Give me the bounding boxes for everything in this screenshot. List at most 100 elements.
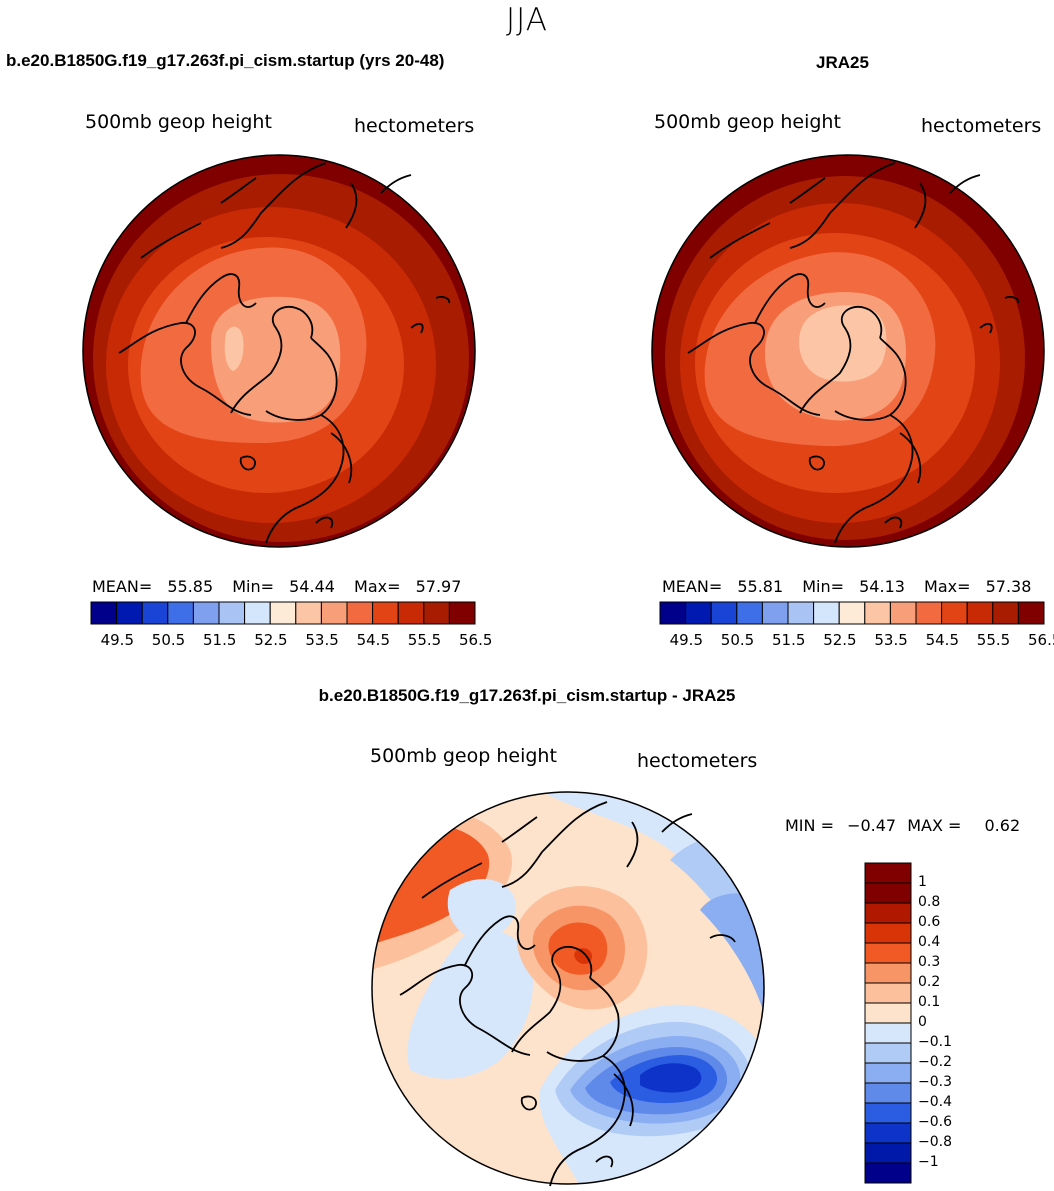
colorbar-swatch bbox=[864, 1042, 912, 1064]
colorbar-swatch bbox=[1017, 601, 1045, 625]
colorbar-swatch bbox=[941, 601, 968, 625]
panel1-max-label: Max= bbox=[354, 577, 401, 596]
colorbar-swatch bbox=[889, 601, 917, 625]
colorbar-tick-label: 51.5 bbox=[772, 631, 806, 649]
season-title: JJA bbox=[506, 2, 548, 38]
colorbar-tick-label: 0.3 bbox=[918, 954, 941, 970]
colorbar-swatch bbox=[397, 601, 425, 625]
colorbar-swatch bbox=[864, 1122, 912, 1144]
panel1-colorbar bbox=[90, 601, 476, 625]
colorbar-tick-label: 0 bbox=[918, 1014, 927, 1030]
colorbar-tick-label: 55.5 bbox=[976, 631, 1011, 649]
colorbar-swatch bbox=[192, 601, 220, 625]
colorbar-tick-label: 54.5 bbox=[925, 631, 959, 649]
colorbar-tick-label: 53.5 bbox=[305, 631, 339, 649]
colorbar-tick-label: −0.4 bbox=[918, 1094, 952, 1110]
panel1-min-value: 54.44 bbox=[289, 577, 335, 596]
colorbar-tick-label: −0.3 bbox=[918, 1074, 952, 1090]
panel1-title: b.e20.B1850G.f19_g17.263f.pi_cism.startu… bbox=[6, 51, 445, 70]
colorbar-tick-label: 1 bbox=[918, 874, 927, 890]
colorbar-swatch bbox=[787, 601, 815, 625]
colorbar-swatch bbox=[218, 601, 246, 625]
colorbar-swatch bbox=[864, 982, 912, 1004]
colorbar-tick-label: 51.5 bbox=[203, 631, 237, 649]
colorbar-swatch bbox=[864, 902, 912, 924]
map3-band bbox=[700, 893, 764, 1020]
colorbar-tick-label: −0.2 bbox=[918, 1054, 952, 1070]
map2-frame bbox=[651, 154, 1045, 548]
panel2-variable: 500mb geop height bbox=[654, 111, 841, 133]
colorbar-swatch bbox=[864, 1142, 912, 1164]
colorbar-swatch bbox=[864, 1162, 912, 1184]
map1-band bbox=[224, 326, 244, 371]
colorbar-swatch bbox=[864, 942, 912, 964]
panel3-variable: 500mb geop height bbox=[370, 745, 557, 767]
colorbar-swatch bbox=[116, 601, 143, 625]
colorbar-swatch bbox=[915, 601, 943, 625]
map3-band bbox=[574, 948, 593, 965]
colorbar-swatch bbox=[141, 601, 169, 625]
colorbar-swatch bbox=[685, 601, 712, 625]
colorbar-tick-label: 52.5 bbox=[823, 631, 857, 649]
map2-coastlines bbox=[687, 162, 1020, 544]
colorbar-swatch bbox=[90, 601, 118, 625]
colorbar-swatch bbox=[659, 601, 687, 625]
panel1-mean-label: MEAN= bbox=[92, 577, 153, 596]
panel3-title: b.e20.B1850G.f19_g17.263f.pi_cism.startu… bbox=[318, 686, 736, 705]
colorbar-swatch bbox=[864, 601, 891, 625]
colorbar-swatch bbox=[320, 601, 348, 625]
panel1-mean-value: 55.85 bbox=[167, 577, 214, 596]
colorbar-swatch bbox=[864, 1002, 912, 1024]
panel2-colorbar-ticks: 49.5 50.5 51.5 52.5 53.5 54.5 55.5 56.5 bbox=[660, 631, 1054, 651]
colorbar-tick-label: 49.5 bbox=[100, 631, 134, 649]
colorbar-swatch bbox=[864, 882, 912, 904]
colorbar-tick-label: 50.5 bbox=[151, 631, 186, 649]
panel2-stats: MEAN= 55.81 Min= 54.13 Max= 57.38 bbox=[662, 577, 1031, 596]
panel1-max-value: 57.97 bbox=[415, 577, 462, 596]
panel2-mean-label: MEAN= bbox=[662, 577, 723, 596]
panel3-units: hectometers bbox=[637, 750, 758, 772]
colorbar-tick-label: 53.5 bbox=[874, 631, 908, 649]
colorbar-tick-label: 50.5 bbox=[720, 631, 755, 649]
colorbar-tick-label: −0.1 bbox=[918, 1034, 952, 1050]
colorbar-swatch bbox=[864, 1082, 912, 1104]
colorbar-tick-label: 56.5 bbox=[1028, 631, 1054, 649]
panel3-min-label: MIN = bbox=[785, 816, 834, 835]
colorbar-swatch bbox=[736, 601, 763, 625]
panel1-min-label: Min= bbox=[232, 577, 275, 596]
map3-band bbox=[640, 1063, 702, 1093]
colorbar-swatch bbox=[864, 862, 912, 884]
colorbar-tick-label: 56.5 bbox=[459, 631, 493, 649]
map2-band bbox=[799, 305, 887, 382]
colorbar-tick-label: 49.5 bbox=[669, 631, 703, 649]
panel2-min-value: 54.13 bbox=[859, 577, 905, 596]
panel3-colorbar bbox=[864, 862, 912, 1184]
colorbar-swatch bbox=[372, 601, 399, 625]
colorbar-swatch bbox=[966, 601, 994, 625]
panel1-stats: MEAN= 55.85 Min= 54.44 Max= 57.97 bbox=[92, 577, 461, 596]
colorbar-tick-label: −1 bbox=[918, 1154, 939, 1170]
colorbar-tick-label: 0.2 bbox=[918, 974, 941, 990]
map1-frame bbox=[82, 154, 476, 548]
panel3-map bbox=[371, 791, 765, 1187]
panel2-title: JRA25 bbox=[816, 53, 869, 72]
panel3-min-value: −0.47 bbox=[847, 816, 897, 835]
panel2-map bbox=[651, 154, 1045, 548]
panel1-colorbar-ticks: 49.5 50.5 51.5 52.5 53.5 54.5 55.5 56.5 bbox=[91, 631, 493, 651]
panel1-variable: 500mb geop height bbox=[85, 111, 272, 133]
colorbar-swatch bbox=[864, 1062, 912, 1084]
map1-band bbox=[211, 296, 341, 423]
colorbar-swatch bbox=[813, 601, 840, 625]
panel2-mean-value: 55.81 bbox=[737, 577, 784, 596]
panel2-max-value: 57.38 bbox=[985, 577, 1032, 596]
colorbar-swatch bbox=[864, 1102, 912, 1124]
colorbar-swatch bbox=[761, 601, 789, 625]
colorbar-swatch bbox=[448, 601, 476, 625]
colorbar-swatch bbox=[864, 922, 912, 944]
colorbar-tick-label: 0.1 bbox=[918, 994, 941, 1010]
panel1-map bbox=[82, 154, 476, 548]
map3-frame bbox=[371, 791, 765, 1185]
colorbar-swatch bbox=[346, 601, 374, 625]
panel2-colorbar bbox=[659, 601, 1045, 625]
panel2-min-label: Min= bbox=[802, 577, 845, 596]
